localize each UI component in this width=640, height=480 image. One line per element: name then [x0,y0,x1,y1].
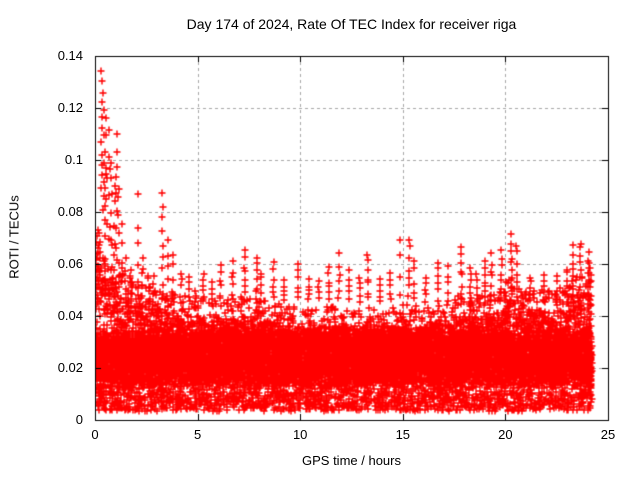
y-tick-label-0.14: 0.14 [57,48,83,63]
x-tick-label-0: 0 [91,427,99,442]
x-tick-label-10: 10 [292,427,308,442]
x-tick-label-5: 5 [193,427,202,442]
x-tick-label-15: 15 [395,427,411,442]
y-tick-label-0.12: 0.12 [57,100,83,115]
y-tick-label-0.02: 0.02 [57,360,83,375]
y-tick-label-0.04: 0.04 [57,308,83,323]
y-tick-label-0.06: 0.06 [57,256,83,271]
chart-title: Day 174 of 2024, Rate Of TEC Index for r… [186,16,517,32]
x-tick-label-25: 25 [600,427,616,442]
y-tick-label-0: 0 [75,412,83,427]
x-axis-label: GPS time / hours [302,453,401,468]
y-tick-label-0.08: 0.08 [57,204,83,219]
x-tick-label-20: 20 [498,427,513,442]
y-tick-label-0.1: 0.1 [64,152,83,167]
